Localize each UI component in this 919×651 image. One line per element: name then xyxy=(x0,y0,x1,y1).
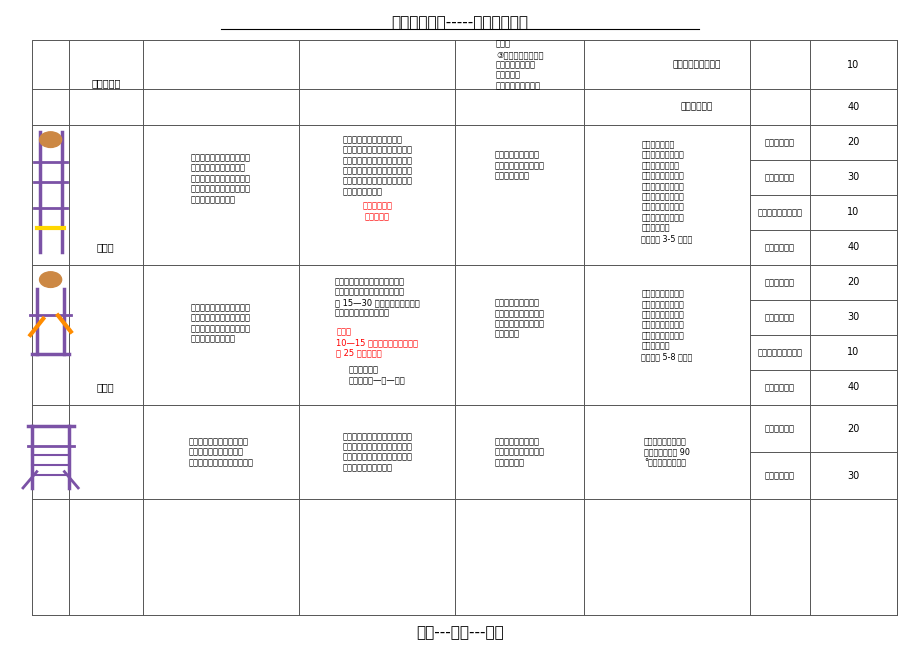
Circle shape xyxy=(40,272,62,288)
Text: 适用范围、注意禁忌: 适用范围、注意禁忌 xyxy=(672,61,720,69)
Text: 做引体向上，曲臂撑
（悬垂举腿、和 90
°举腿），俯卧撑。: 做引体向上，曲臂撑 （悬垂举腿、和 90 °举腿），俯卧撑。 xyxy=(643,437,689,467)
Text: 适用范围、注意禁忌: 适用范围、注意禁忌 xyxy=(756,348,801,357)
Text: 适合各年龄段人群锻
炼，老年人及心脑血管
患者遵医嘱。: 适合各年龄段人群锻 炼，老年人及心脑血管 患者遵医嘱。 xyxy=(494,437,544,467)
Text: 20: 20 xyxy=(846,424,858,434)
Text: 每分钟做三个
来回动作。: 每分钟做三个 来回动作。 xyxy=(362,202,391,221)
Text: 每次跑
10—15 分钟，逐渐增加到每次
跑 25 分钟左右，: 每次跑 10—15 分钟，逐渐增加到每次 跑 25 分钟左右， xyxy=(335,328,418,357)
Text: 转动。
③双手握把手，手臂
以转盘轴心作绕圈
翻身转动。
测试二个动作循环。: 转动。 ③双手握把手，手臂 以转盘轴心作绕圈 翻身转动。 测试二个动作循环。 xyxy=(495,40,543,90)
Text: 具体使用方法: 具体使用方法 xyxy=(764,173,794,182)
Text: 10: 10 xyxy=(846,208,858,217)
Text: 30: 30 xyxy=(846,312,858,322)
Text: 人坐于吊椅中，
两脚屈膝蹬横杠，两
脚放的宽度同髋关
节的宽度，双手放在
膝盖骨上，使吊椅向
后上方慢慢升起，同
时膝伸直，接着屈膝
使坐椅慢慢摆回，如
此反复: 人坐于吊椅中， 两脚屈膝蹬横杠，两 脚放的宽度同髋关 节的宽度，双手放在 膝盖骨… xyxy=(641,141,692,243)
Text: 引体向上：双手握住单杠（握住
内侧力量小，握住外侧力量大）
做引体向上，头部可以在单杠的
前面，也可以在后面。: 引体向上：双手握住单杠（握住 内侧力量小，握住外侧力量大） 做引体向上，头部可以… xyxy=(342,432,412,472)
Text: 动作操作演示: 动作操作演示 xyxy=(680,103,712,111)
Text: 10: 10 xyxy=(846,348,858,357)
Text: 有氧耐力运动，通过在该器
材上持续的模拟跑步练习，
能够有效地提高心、肺功能
和增强两腿的肌力。: 有氧耐力运动，通过在该器 材上持续的模拟跑步练习， 能够有效地提高心、肺功能 和… xyxy=(190,303,251,343)
Text: 下肢运动。该器材通过锻炼
可增强两腿的肌力和心肺
功能，是一个给膝关节加油
保养的健身器材，更是糖尿
病患者锻炼的好器材: 下肢运动。该器材通过锻炼 可增强两腿的肌力和心肺 功能，是一个给膝关节加油 保养… xyxy=(190,154,251,204)
Text: 20: 20 xyxy=(846,277,858,288)
Text: 适合除儿童外的各年
龄段人群锻炼，对糖尿
病患者有帮助。: 适合除儿童外的各年 龄段人群锻炼，对糖尿 病患者有帮助。 xyxy=(494,151,544,180)
Text: 双手握手柄，双脚踩踏板，上、
下肢配合做跑步动作，一般需持
续 15—30 分钟，方能达到有氧
运动锻炼的效果。开始时: 双手握手柄，双脚踩踏板，上、 下肢配合做跑步动作，一般需持 续 15—30 分钟… xyxy=(335,277,419,317)
Text: 具体使用方法: 具体使用方法 xyxy=(764,313,794,322)
Text: 主要健身功能: 主要健身功能 xyxy=(764,424,794,433)
Text: 20: 20 xyxy=(846,137,858,148)
Text: 综合性运动，该器材是对人
体进行多种体能锻炼的器
材，通过上设的单杠、双杠、: 综合性运动，该器材是对人 体进行多种体能锻炼的器 材，通过上设的单杠、双杠、 xyxy=(188,437,253,467)
Text: 适用范围、注意禁忌: 适用范围、注意禁忌 xyxy=(756,208,801,217)
Text: 40: 40 xyxy=(846,102,858,112)
Text: 主要健身功能: 主要健身功能 xyxy=(764,278,794,287)
Text: 精选优质文档-----倾情为你奉上: 精选优质文档-----倾情为你奉上 xyxy=(391,15,528,31)
Text: 30: 30 xyxy=(846,173,858,182)
Circle shape xyxy=(40,132,62,148)
Text: 动作操作演示: 动作操作演示 xyxy=(764,243,794,252)
Text: 40: 40 xyxy=(846,242,858,253)
Text: 40: 40 xyxy=(846,382,858,393)
Text: 人坐于吊椅中，两脚屈膝蹬
横杠，两脚放的宽度同髋关节的
宽度，双手放在膝盖骨上，使吊
椅向后上方升起，同时膝伸直，
接着屈膝使坐椅摆回，如此反复
运动。节奏掌握: 人坐于吊椅中，两脚屈膝蹬 横杠，两脚放的宽度同髋关节的 宽度，双手放在膝盖骨上，… xyxy=(342,135,412,196)
Text: 10: 10 xyxy=(846,60,858,70)
Text: 专心---专注---专业: 专心---专注---专业 xyxy=(415,625,504,641)
Text: 跑步器: 跑步器 xyxy=(96,381,115,392)
Text: 踢腿器: 踢腿器 xyxy=(96,242,115,252)
Text: 动作操作演示: 动作操作演示 xyxy=(764,383,794,392)
Text: 除儿童外伤各年龄段
人群，严重心脏病、下
肢关节疾病、心脑血管
患者慎用。: 除儿童外伤各年龄段 人群，严重心脏病、下 肢关节疾病、心脑血管 患者慎用。 xyxy=(494,299,544,339)
Text: 每次跑步的速
度应该是慢—快—慢。: 每次跑步的速 度应该是慢—快—慢。 xyxy=(348,366,405,385)
Text: 快乐大转盘: 快乐大转盘 xyxy=(91,77,120,88)
Text: 主要健身功能: 主要健身功能 xyxy=(764,138,794,147)
Text: 具体使用方法: 具体使用方法 xyxy=(764,471,794,480)
Text: 30: 30 xyxy=(846,471,858,480)
Text: 双手握手柄，双脚踩
踏板，上、下肢配合
做跑步动作，双手交
叉向前（左手向前时
左脚向后，右手向前
时右脚向后）
测试时间 5-8 分钟。: 双手握手柄，双脚踩 踏板，上、下肢配合 做跑步动作，双手交 叉向前（左手向前时 … xyxy=(641,290,692,361)
